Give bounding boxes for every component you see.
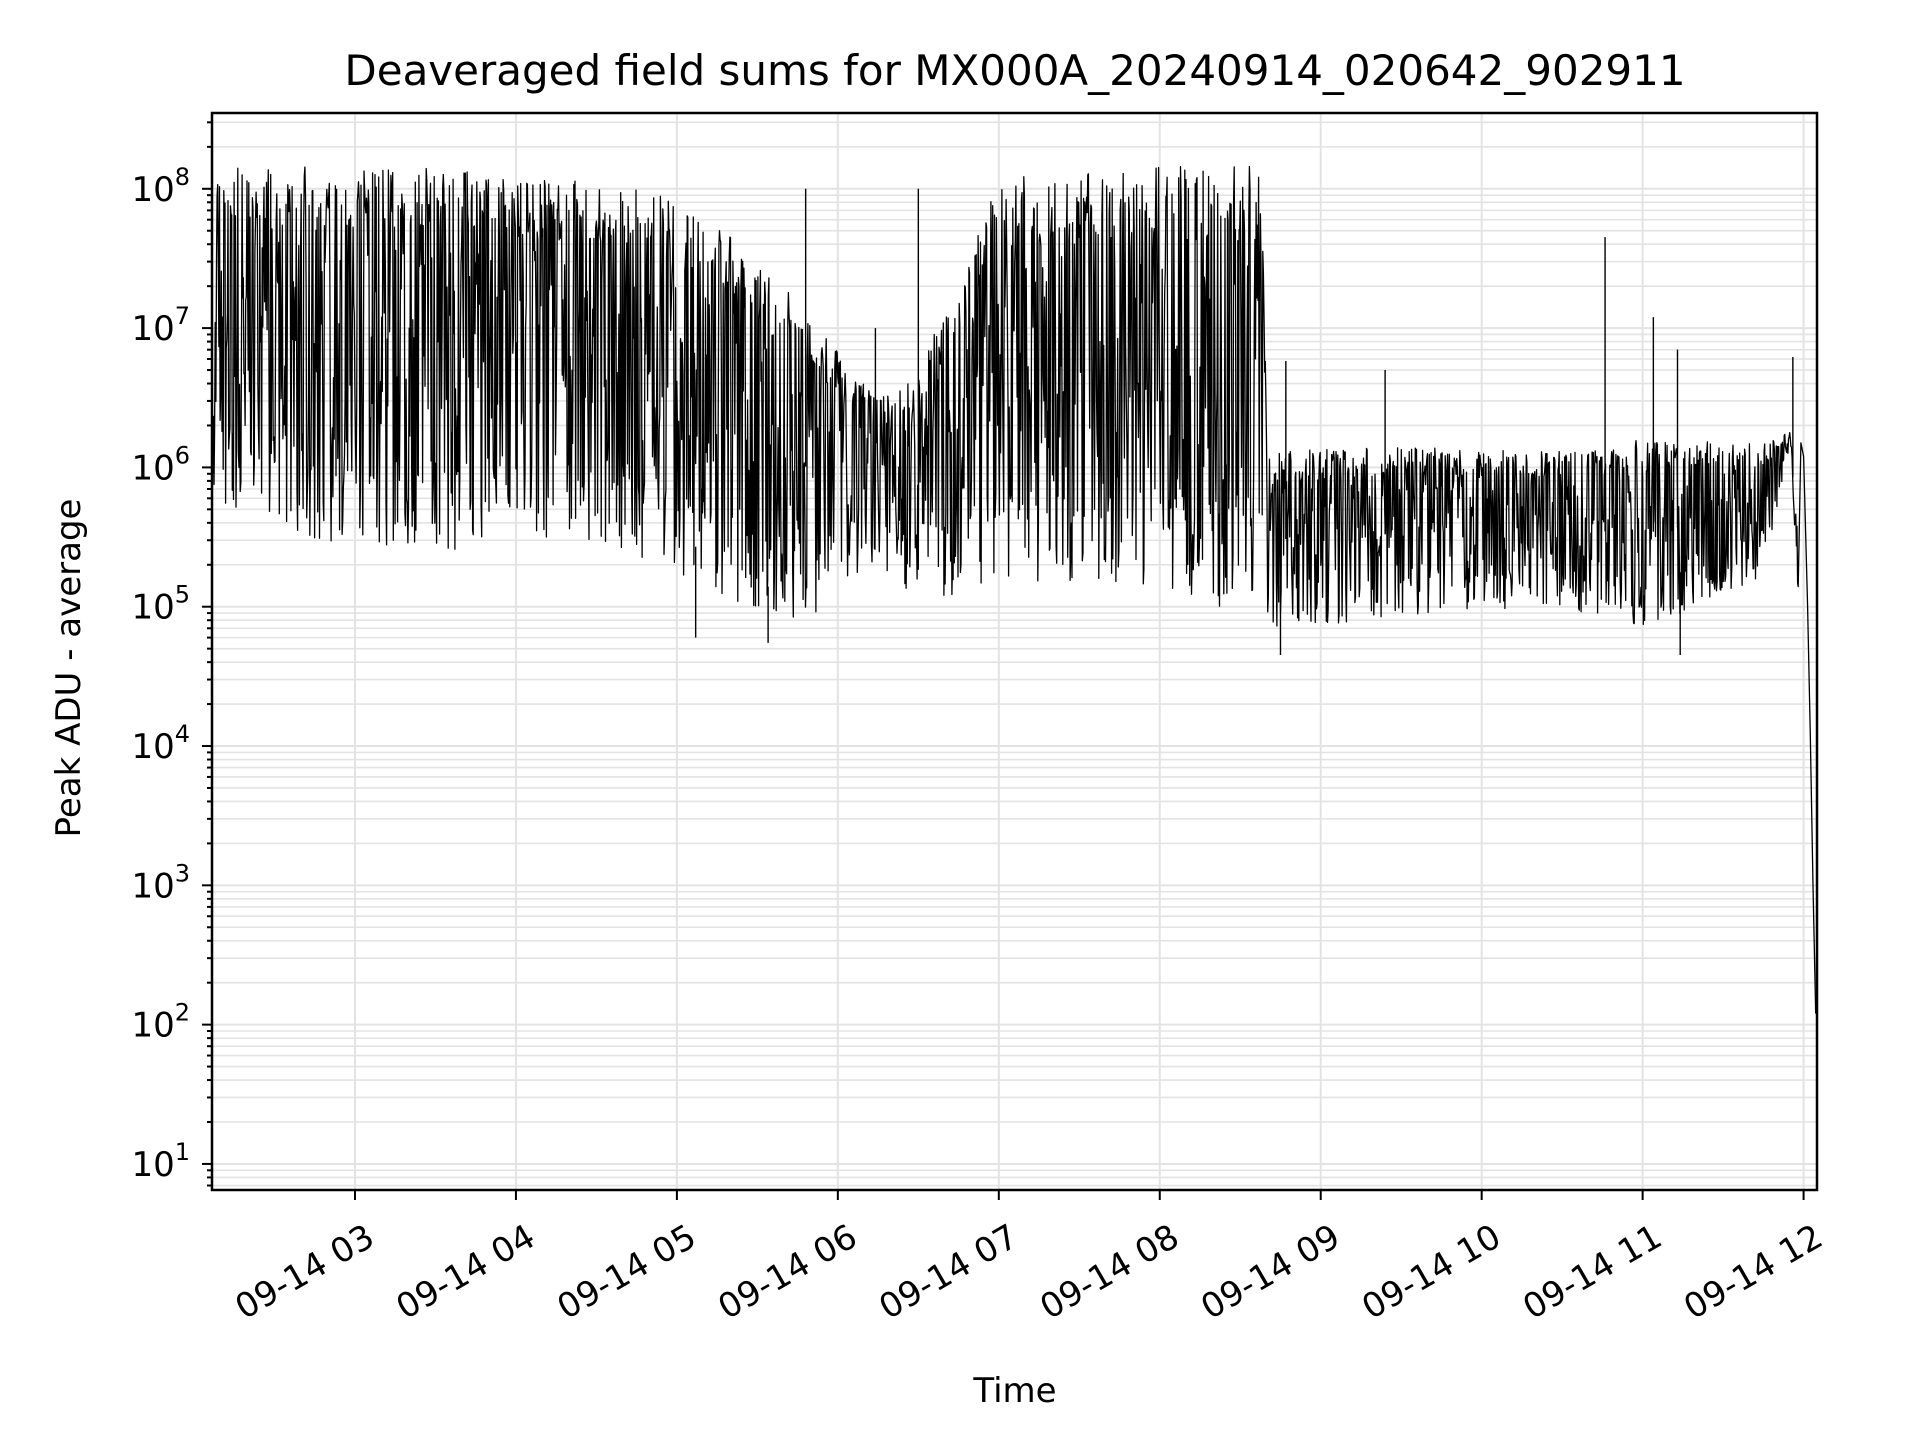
x-tick-label: 09-14 05 — [551, 1217, 703, 1328]
chart-title: Deaveraged field sums for MX000A_2024091… — [344, 46, 1685, 95]
x-tick-label: 09-14 11 — [1516, 1217, 1668, 1328]
y-tick-label: 104 — [131, 720, 190, 767]
series-path — [212, 165, 1817, 1014]
x-axis-label: Time — [972, 1371, 1056, 1411]
series-line — [212, 165, 1817, 1014]
y-tick-label: 106 — [131, 441, 190, 488]
y-tick-label: 101 — [131, 1138, 190, 1185]
y-tick-label: 107 — [131, 302, 190, 349]
x-tick-label: 09-14 07 — [873, 1217, 1025, 1328]
y-tick-label: 103 — [131, 859, 190, 906]
x-tick-label: 09-14 08 — [1033, 1217, 1185, 1328]
y-tick-label: 108 — [131, 163, 190, 210]
plot-frame — [210, 111, 1819, 1192]
y-tick-label: 105 — [131, 581, 190, 628]
x-tick-label: 09-14 06 — [712, 1217, 864, 1328]
y-tick-label: 102 — [131, 999, 190, 1046]
x-tick-label: 09-14 03 — [229, 1217, 381, 1328]
x-tick-label: 09-14 12 — [1677, 1217, 1829, 1328]
x-tick-label: 09-14 09 — [1194, 1217, 1346, 1328]
y-axis-label: Peak ADU - average — [49, 499, 89, 838]
x-tick-label: 09-14 10 — [1355, 1217, 1507, 1328]
x-tick-label: 09-14 04 — [390, 1217, 542, 1328]
